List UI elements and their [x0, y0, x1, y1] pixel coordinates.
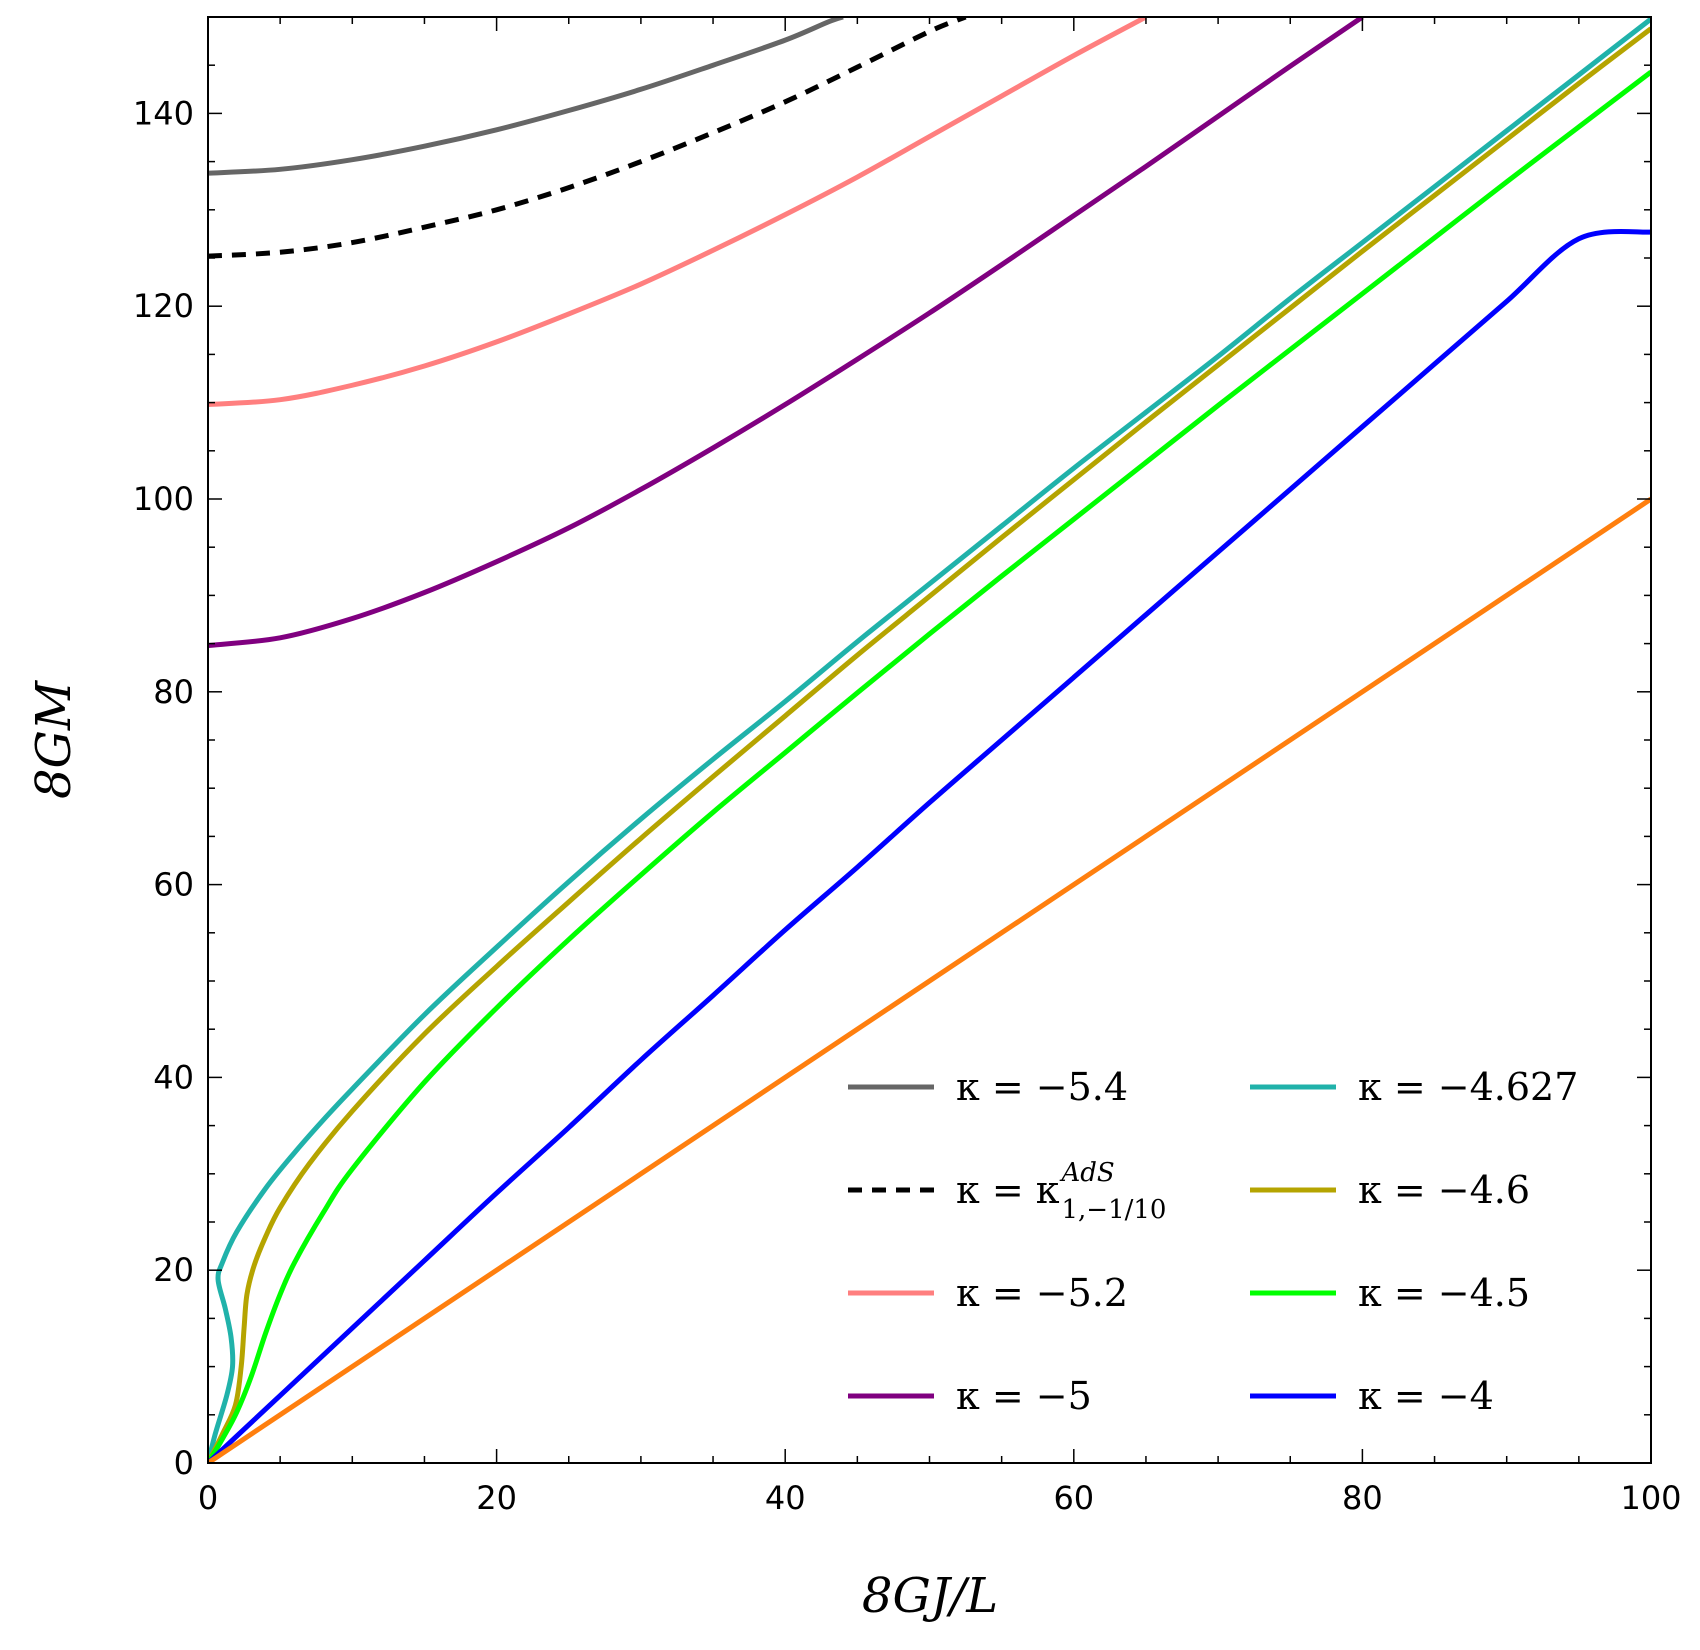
legend-label: κ = −5.4 — [956, 1065, 1128, 1109]
series-line-8 — [208, 496, 1651, 1463]
legend-label: κ = −4.6 — [1358, 1168, 1530, 1212]
series-layer — [208, 17, 1651, 1463]
y-tick-label: 100 — [133, 480, 194, 518]
legend-item: κ = −5.2 — [848, 1271, 1128, 1315]
legend-label: κ = −4 — [1358, 1374, 1494, 1418]
series-line-6 — [208, 69, 1651, 1463]
series-line-5 — [208, 26, 1651, 1463]
series-line-7 — [208, 228, 1651, 1463]
y-tick-label: 140 — [133, 94, 194, 132]
x-tick-label: 0 — [198, 1479, 218, 1517]
y-tick-label: 120 — [133, 287, 194, 325]
legend-label: κ = −4.627 — [1358, 1065, 1578, 1109]
series-line-0 — [208, 17, 844, 176]
y-tick-label: 60 — [153, 866, 194, 904]
y-tick-label: 0 — [174, 1444, 194, 1482]
x-tick-label: 100 — [1620, 1479, 1681, 1517]
legend-label: κ = κAdS — [956, 1158, 1115, 1212]
legend-item: κ = −5.4 — [848, 1065, 1128, 1109]
legend-superscript: AdS — [1060, 1158, 1115, 1188]
series-line-3 — [208, 17, 1364, 649]
series-line-4 — [208, 17, 1651, 1463]
x-tick-label: 60 — [1053, 1479, 1094, 1517]
x-tick-label: 80 — [1342, 1479, 1383, 1517]
legend-label: κ = −4.5 — [1358, 1271, 1530, 1315]
tick-layer: 0 20 40 60 80 100 0 20 40 60 80 100 120 140 — [133, 16, 1682, 1517]
legend-item: κ = −4 — [1250, 1374, 1494, 1418]
plot-frame — [207, 16, 1652, 1464]
y-tick-label: 80 — [153, 673, 194, 711]
x-axis-label: 8GJ/L — [862, 1568, 998, 1624]
legend-item: κ = −4.627 — [1250, 1065, 1578, 1109]
y-tick-label: 20 — [153, 1251, 194, 1289]
legend-subscript: 1,−1/10 — [1062, 1195, 1167, 1225]
legend-item: κ = −4.6 — [1250, 1168, 1530, 1212]
legend-label: κ = −5 — [956, 1374, 1092, 1418]
x-tick-label: 40 — [765, 1479, 806, 1517]
x-tick-label: 20 — [476, 1479, 517, 1517]
series-line-2 — [208, 17, 1148, 408]
legend-item: κ = −5 — [848, 1374, 1092, 1418]
y-axis-label: 8GM — [26, 679, 82, 799]
legend-item: κ = −4.5 — [1250, 1271, 1530, 1315]
legend-label: κ = −5.2 — [956, 1271, 1128, 1315]
series-line-1 — [208, 17, 967, 259]
y-tick-label: 40 — [153, 1058, 194, 1096]
